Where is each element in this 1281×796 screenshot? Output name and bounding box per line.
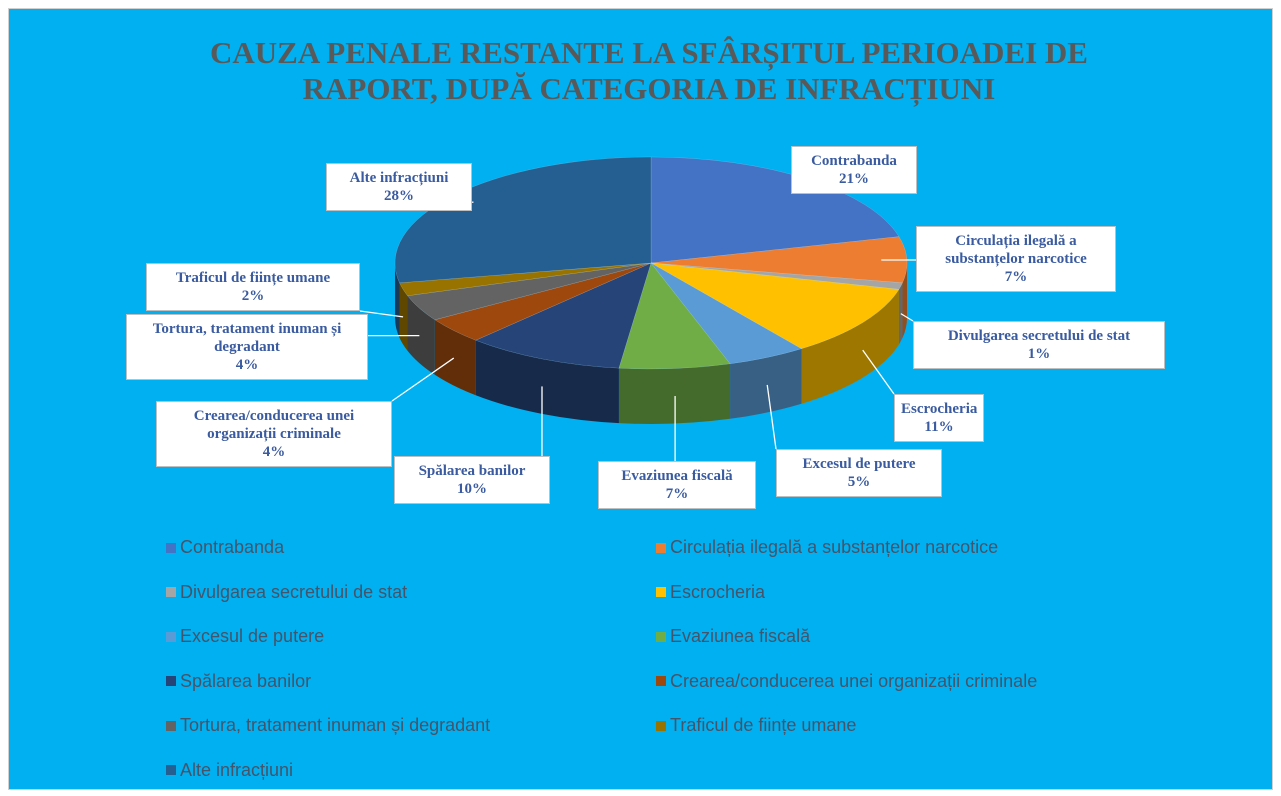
- data-label-value: 7%: [1004, 269, 1028, 285]
- legend-item: Crearea/conducerea unei organizații crim…: [656, 671, 1037, 692]
- data-label: Alte infracțiuni 28%: [326, 163, 472, 211]
- slice: [434, 262, 652, 341]
- data-label-value: 4%: [235, 357, 259, 373]
- data-label-name: Crearea/conducerea unei organizații crim…: [193, 408, 355, 442]
- legend-item: Spălarea banilor: [166, 671, 311, 692]
- legend-marker: [166, 587, 176, 597]
- slice: [399, 262, 652, 297]
- data-label-value: 7%: [665, 486, 689, 502]
- chart: CAUZA PENALE RESTANTE LA SFÂRȘITUL PERIO…: [8, 8, 1273, 790]
- legend-item: Evaziunea fiscală: [656, 626, 810, 647]
- legend-item: Excesul de putere: [166, 626, 324, 647]
- data-label-name: Evaziunea fiscală: [621, 468, 733, 484]
- data-label: Traficul de ființe umane 2%: [146, 263, 360, 311]
- legend-marker: [166, 631, 176, 642]
- data-label: Divulgarea secretului de stat 1%: [913, 321, 1165, 369]
- leader-line: [391, 357, 455, 402]
- data-label: Evaziunea fiscală 7%: [598, 461, 756, 509]
- slice-side: [434, 319, 476, 396]
- data-label: Crearea/conducerea unei organizații crim…: [156, 401, 392, 467]
- legend-marker: [656, 720, 666, 731]
- slice-side: [475, 340, 619, 424]
- data-label-name: Excesul de putere: [802, 456, 916, 472]
- data-label-name: Circulația ilegală a substanțelor narcot…: [945, 233, 1087, 267]
- legend-label: Crearea/conducerea unei organizații crim…: [670, 670, 1038, 691]
- slice: [650, 262, 903, 290]
- legend-marker: [166, 676, 176, 686]
- leader-line: [766, 384, 777, 450]
- legend-item: Escrocheria: [656, 582, 765, 603]
- leader-lines: [359, 201, 916, 461]
- legend-label: Evaziunea fiscală: [670, 626, 811, 646]
- slice-side: [730, 348, 802, 419]
- data-label-value: 28%: [384, 188, 414, 204]
- slice-side: [801, 289, 899, 404]
- data-label-name: Tortura, tratament inuman și degradant: [152, 321, 342, 355]
- legend-item: Divulgarea secretului de stat: [166, 582, 407, 603]
- data-label-value: 2%: [241, 288, 265, 304]
- slice: [475, 262, 652, 369]
- legend-label: Spălarea banilor: [180, 670, 312, 691]
- legend-marker: [656, 676, 666, 686]
- data-label: Circulația ilegală a substanțelor narcot…: [916, 226, 1116, 292]
- data-label: Excesul de putere 5%: [776, 449, 942, 497]
- data-label-value: 10%: [457, 481, 487, 497]
- data-label-name: Escrocheria: [901, 401, 978, 417]
- data-label-value: 4%: [262, 444, 286, 460]
- legend-label: Excesul de putere: [180, 626, 325, 646]
- slice-side: [395, 263, 400, 338]
- legend-item: Contrabanda: [166, 537, 284, 558]
- legend-label: Contrabanda: [180, 537, 285, 557]
- legend-label: Circulația ilegală a substanțelor narcot…: [670, 537, 999, 557]
- slice: [618, 262, 731, 370]
- legend-label: Alte infracțiuni: [180, 759, 294, 780]
- leader-line: [862, 349, 895, 395]
- data-label-name: Traficul de ființe umane: [175, 270, 331, 286]
- data-label-name: Spălarea banilor: [418, 463, 526, 479]
- data-label: Contrabanda 21%: [791, 146, 917, 194]
- slice: [407, 262, 652, 321]
- data-label-value: 21%: [839, 171, 869, 187]
- slice-side: [902, 263, 907, 338]
- slice-side: [618, 363, 731, 424]
- slice-side: [399, 282, 408, 351]
- legend-label: Tortura, tratament inuman și degradant: [180, 715, 491, 735]
- slice-side: [407, 295, 435, 375]
- data-label: Spălarea banilor 10%: [394, 456, 550, 504]
- data-label: Escrocheria 11%: [894, 394, 984, 442]
- data-label-value: 1%: [1027, 346, 1051, 362]
- data-label: Tortura, tratament inuman și degradant 4%: [126, 314, 368, 380]
- data-label-value: 5%: [847, 474, 871, 490]
- legend-item: Tortura, tratament inuman și degradant: [166, 715, 490, 736]
- legend-marker: [166, 720, 176, 731]
- legend-item: Circulația ilegală a substanțelor narcot…: [656, 537, 998, 558]
- legend-label: Divulgarea secretului de stat: [180, 581, 408, 602]
- leader-line: [359, 310, 404, 318]
- data-label-name: Divulgarea secretului de stat: [947, 328, 1131, 344]
- legend-marker: [656, 631, 666, 642]
- leader-line: [900, 313, 914, 322]
- legend-marker: [656, 542, 666, 553]
- legend-item: Alte infracțiuni: [166, 760, 293, 781]
- legend-marker: [656, 587, 666, 597]
- legend-marker: [166, 765, 176, 775]
- legend-item: Traficul de ființe umane: [656, 715, 856, 736]
- data-label-value: 11%: [924, 419, 954, 435]
- chart-title: CAUZA PENALE RESTANTE LA SFÂRȘITUL PERIO…: [210, 35, 1088, 106]
- slice-tops: [394, 156, 908, 370]
- data-label-name: Alte infracțiuni: [349, 170, 449, 186]
- legend-label: Escrocheria: [670, 581, 766, 602]
- slice-sides: [395, 263, 907, 424]
- slice-side: [898, 282, 903, 345]
- legend-label: Traficul de ființe umane: [670, 715, 857, 735]
- pie-plot: [359, 156, 916, 461]
- slice: [650, 262, 803, 365]
- legend-marker: [166, 542, 176, 553]
- data-label-name: Contrabanda: [811, 153, 897, 169]
- slice: [650, 262, 900, 350]
